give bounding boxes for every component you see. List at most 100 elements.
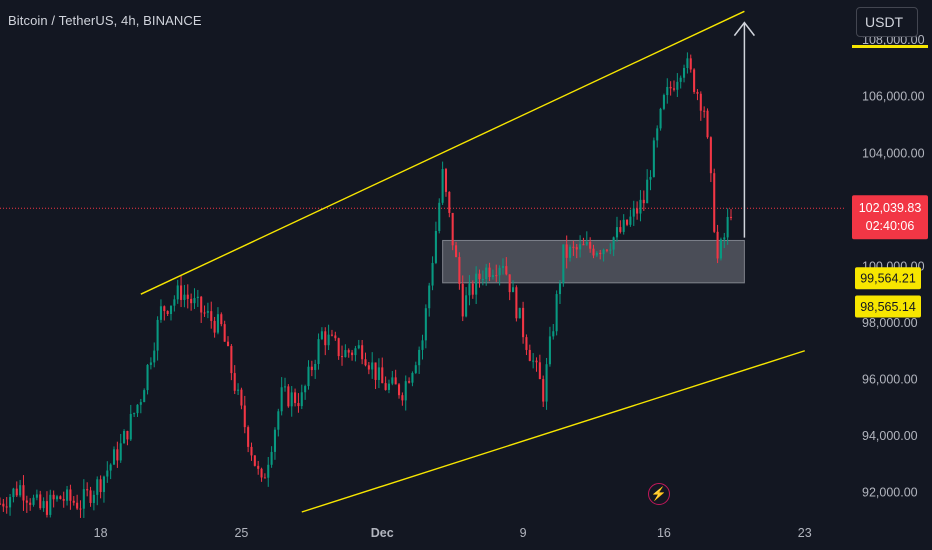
- candle-21: [69, 484, 72, 510]
- candle-189: [632, 200, 635, 226]
- candle-108: [361, 339, 364, 365]
- candle-29: [96, 476, 99, 506]
- candle-211: [706, 108, 709, 139]
- candle-45: [149, 357, 152, 370]
- candle-63: [210, 301, 213, 329]
- lightning-icon[interactable]: ⚡: [648, 483, 670, 505]
- currency-button[interactable]: USDT: [856, 7, 918, 37]
- candle-body-33: [109, 464, 112, 471]
- candle-body-191: [639, 199, 642, 214]
- candle-81: [270, 446, 273, 468]
- candle-body-196: [656, 128, 659, 141]
- candle-body-82: [273, 429, 276, 452]
- candle-2: [5, 497, 8, 514]
- candle-body-175: [585, 241, 588, 245]
- candle-body-137: [458, 257, 461, 284]
- candle-175: [585, 231, 588, 246]
- candle-body-214: [716, 231, 719, 259]
- candle-body-8: [25, 500, 28, 503]
- candle-body-130: [434, 230, 437, 263]
- candle-102: [340, 345, 344, 366]
- candle-body-188: [629, 216, 632, 225]
- candle-153: [511, 280, 515, 293]
- candle-body-166: [555, 294, 558, 332]
- candle-160: [535, 357, 538, 372]
- candle-body-50: [166, 311, 169, 314]
- candle-body-115: [384, 383, 387, 390]
- candle-body-47: [156, 319, 159, 351]
- channel-line-upper[interactable]: [140, 10, 745, 295]
- candle-91: [304, 384, 307, 400]
- candle-164: [548, 326, 551, 367]
- candle-149: [498, 265, 501, 286]
- candle-48: [159, 299, 162, 323]
- channel-layer: [140, 10, 805, 513]
- candle-body-171: [572, 246, 575, 248]
- candle-37: [123, 429, 126, 444]
- candle-body-167: [558, 283, 562, 295]
- candle-176: [589, 237, 592, 253]
- candle-38: [126, 430, 129, 446]
- candle-body-43: [143, 390, 146, 403]
- candle-159: [532, 353, 535, 369]
- candle-16: [52, 490, 55, 508]
- candle-body-132: [441, 169, 444, 203]
- candle-body-64: [213, 320, 216, 333]
- candle-body-129: [431, 262, 434, 286]
- candle-body-84: [280, 387, 283, 412]
- candle-body-203: [679, 77, 682, 82]
- candle-186: [622, 214, 625, 235]
- candle-54: [180, 275, 183, 308]
- candle-125: [418, 346, 421, 374]
- candle-body-110: [367, 365, 370, 370]
- candle-body-159: [532, 360, 535, 362]
- candle-170: [569, 244, 572, 262]
- candle-body-209: [699, 93, 702, 111]
- candle-body-189: [632, 208, 635, 217]
- candle-body-128: [428, 285, 431, 309]
- candle-body-125: [418, 349, 421, 366]
- candle-166: [555, 290, 558, 336]
- candle-200: [669, 81, 672, 96]
- candle-body-186: [622, 219, 625, 232]
- candle-body-112: [374, 362, 377, 380]
- candle-body-18: [59, 496, 62, 499]
- candle-body-85: [283, 386, 287, 388]
- candle-13: [42, 497, 45, 512]
- candle-body-103: [344, 350, 347, 358]
- candle-137: [458, 252, 461, 290]
- candle-19: [62, 491, 65, 508]
- candle-47: [156, 316, 159, 361]
- candle-139: [465, 287, 468, 318]
- channel-line-lower[interactable]: [301, 350, 805, 513]
- candle-body-48: [159, 306, 162, 320]
- candle-193: [646, 169, 649, 204]
- candle-body-60: [200, 296, 203, 313]
- candle-body-152: [508, 274, 511, 293]
- candle-body-49: [163, 306, 166, 312]
- candle-body-206: [689, 58, 692, 70]
- candle-body-134: [448, 191, 451, 213]
- candle-body-180: [602, 249, 605, 255]
- time-tick-0: 18: [94, 526, 108, 540]
- candle-body-61: [203, 312, 206, 314]
- candle-205: [686, 52, 689, 74]
- candle-171: [572, 240, 575, 256]
- candle-116: [387, 379, 391, 394]
- candle-80: [267, 456, 270, 487]
- target-arrow-head[interactable]: [733, 21, 755, 37]
- candle-body-81: [270, 451, 273, 465]
- candle-body-63: [210, 311, 213, 321]
- candle-body-58: [193, 298, 196, 304]
- candle-body-141: [471, 283, 474, 295]
- candle-body-87: [290, 392, 293, 407]
- candle-42: [139, 398, 142, 414]
- candle-body-163: [545, 364, 548, 402]
- candle-93: [310, 360, 313, 377]
- candle-128: [428, 282, 431, 317]
- candle-90: [300, 384, 303, 410]
- candle-127: [424, 304, 427, 349]
- candle-body-0: [0, 503, 2, 505]
- candle-8: [25, 495, 28, 513]
